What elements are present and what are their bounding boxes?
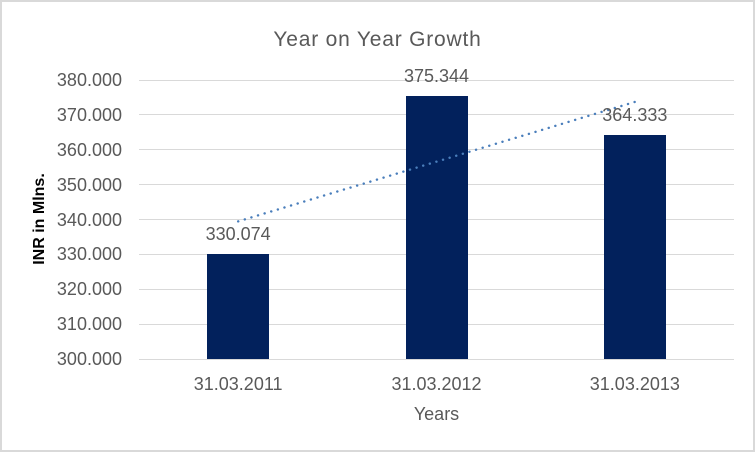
y-tick-label: 320.000: [56, 279, 122, 300]
x-category-label: 31.03.2013: [589, 374, 680, 394]
gridline: [139, 358, 734, 360]
bar-value-label: 364.333: [602, 104, 668, 125]
bar[interactable]: [405, 96, 468, 359]
x-category-label: 31.03.2011: [193, 374, 283, 394]
bar[interactable]: [207, 254, 270, 359]
bar-value-label: 330.074: [205, 224, 271, 245]
y-tick-label: 330.000: [56, 244, 122, 265]
chart-title: Year on Year Growth: [273, 28, 482, 51]
bar[interactable]: [603, 134, 666, 359]
y-tick-label: 310.000: [56, 314, 122, 335]
y-tick-label: 350.000: [56, 174, 122, 195]
bar-value-label: 375.344: [403, 66, 470, 87]
y-tick-label: 380.000: [56, 70, 122, 90]
y-tick-label: 370.000: [56, 104, 122, 125]
gridline: [139, 79, 734, 81]
y-tick-label: 340.000: [56, 209, 122, 230]
y-tick-label: 360.000: [56, 139, 122, 160]
x-axis-title: Years: [413, 404, 460, 424]
y-tick-label: 300.000: [56, 349, 122, 369]
x-category-label: 31.03.2012: [391, 374, 482, 394]
